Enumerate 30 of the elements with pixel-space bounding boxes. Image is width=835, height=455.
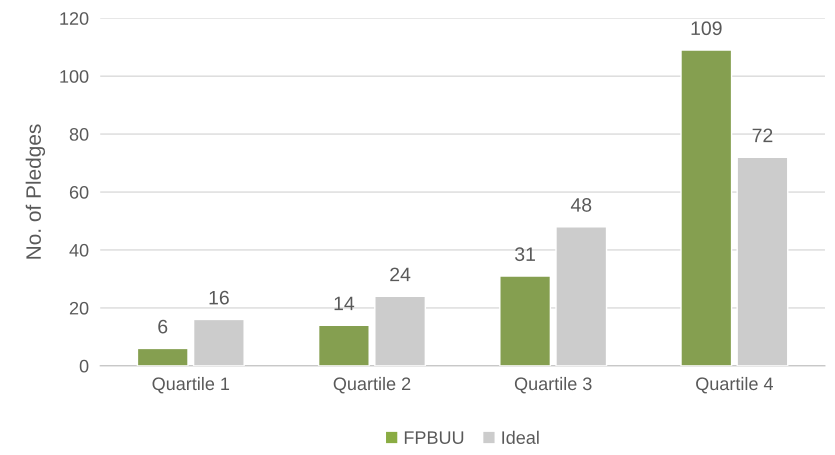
- bar: [192, 318, 245, 366]
- data-label: 6: [158, 320, 168, 334]
- data-label: 48: [570, 198, 592, 212]
- bar: [680, 49, 732, 366]
- y-tick-label: 20: [70, 302, 88, 315]
- y-tick-label: 0: [80, 360, 88, 373]
- bar: [555, 226, 608, 366]
- bar: [318, 324, 370, 366]
- y-axis-title: No. of Pledges: [26, 124, 46, 259]
- bar: [499, 275, 552, 366]
- data-label: 72: [752, 128, 772, 142]
- legend-label: FPBUU: [404, 431, 464, 444]
- x-tick-label: Quartile 1: [152, 376, 230, 394]
- y-tick-label: 60: [70, 186, 88, 199]
- data-label: 24: [390, 268, 410, 282]
- x-tick-label: Quartile 3: [514, 376, 592, 394]
- bar: [374, 296, 426, 366]
- data-label: 109: [692, 21, 722, 36]
- y-tick-label: 40: [69, 244, 88, 257]
- x-tick-label: Quartile 4: [696, 376, 773, 394]
- legend-label: Ideal: [502, 430, 539, 444]
- data-label: 14: [334, 296, 354, 310]
- data-label: 16: [210, 290, 229, 305]
- bar: [736, 156, 788, 366]
- y-tick-label: 120: [60, 12, 88, 25]
- data-label: 31: [515, 247, 535, 262]
- bar: [136, 348, 189, 366]
- y-tick-label: 100: [60, 70, 88, 83]
- y-tick-label: 80: [70, 128, 88, 141]
- x-tick-label: Quartile 2: [334, 376, 410, 394]
